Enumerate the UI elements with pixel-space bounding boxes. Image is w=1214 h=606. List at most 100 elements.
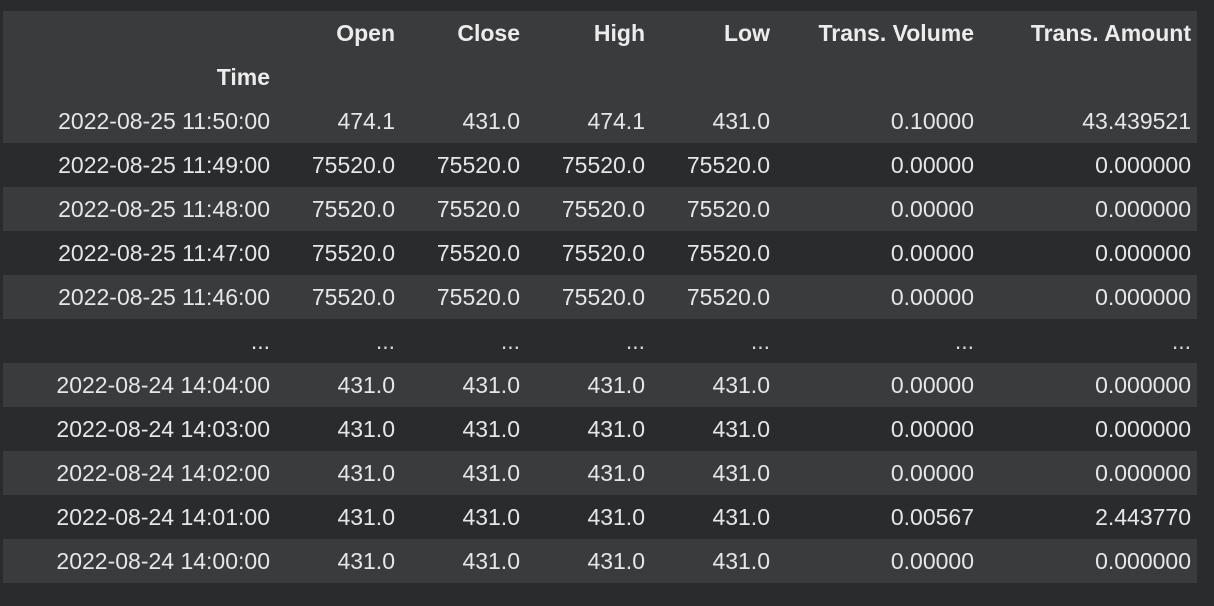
table-cell: 75520.0 (401, 275, 526, 319)
table-cell: 75520.0 (401, 231, 526, 275)
table-body: 2022-08-25 11:50:00 474.1 431.0 474.1 431.0 0… (3, 99, 1197, 583)
table-cell: 474.1 (276, 99, 401, 143)
dataframe-table: Open Close High Low Trans. Volume Trans.… (3, 11, 1197, 583)
table-cell: 431.0 (651, 363, 776, 407)
table-row: 2022-08-25 11:49:00 75520.0 75520.0 75520.0… (3, 143, 1197, 187)
column-header-high: High (526, 11, 651, 55)
table-row: 2022-08-24 14:00:00 431.0 431.0 431.0 431.0 0… (3, 539, 1197, 583)
index-name-header: Time (3, 55, 276, 99)
column-header-low: Low (651, 11, 776, 55)
table-cell: 431.0 (651, 451, 776, 495)
table-cell: 75520.0 (401, 187, 526, 231)
table-cell: 431.0 (401, 539, 526, 583)
table-cell: ... (526, 319, 651, 363)
table-cell: 474.1 (526, 99, 651, 143)
table-cell: ... (401, 319, 526, 363)
index-name-row: Time (3, 55, 1197, 99)
table-cell: 75520.0 (526, 143, 651, 187)
row-index-time: 2022-08-24 14:01:00 (3, 495, 276, 539)
table-cell: 75520.0 (651, 231, 776, 275)
table-row: 2022-08-25 11:50:00 474.1 431.0 474.1 431.0 0… (3, 99, 1197, 143)
row-index-time: 2022-08-25 11:48:00 (3, 187, 276, 231)
table-cell: 0.000000 (980, 363, 1197, 407)
column-header-row: Open Close High Low Trans. Volume Trans.… (3, 11, 1197, 55)
table-cell: 75520.0 (526, 231, 651, 275)
row-index-time: 2022-08-24 14:03:00 (3, 407, 276, 451)
table-cell: 2.443770 (980, 495, 1197, 539)
table-row: 2022-08-25 11:48:00 75520.0 75520.0 75520.0… (3, 187, 1197, 231)
table-cell: 0.00000 (776, 231, 980, 275)
table-cell: 431.0 (401, 495, 526, 539)
table-cell: 75520.0 (526, 187, 651, 231)
table-row: 2022-08-24 14:02:00 431.0 431.0 431.0 431.0 0… (3, 451, 1197, 495)
table-cell: 431.0 (276, 495, 401, 539)
column-header-trans-amount: Trans. Amount (980, 11, 1197, 55)
table-cell: 0.10000 (776, 99, 980, 143)
table-row: 2022-08-24 14:03:00 431.0 431.0 431.0 431.0 0… (3, 407, 1197, 451)
table-cell: ... (276, 319, 401, 363)
row-index-time: 2022-08-25 11:47:00 (3, 231, 276, 275)
table-cell: 43.439521 (980, 99, 1197, 143)
row-index-time: 2022-08-25 11:46:00 (3, 275, 276, 319)
table-cell: 0.00000 (776, 363, 980, 407)
table-cell: 75520.0 (651, 275, 776, 319)
row-index-time: 2022-08-25 11:49:00 (3, 143, 276, 187)
table-cell: ... (980, 319, 1197, 363)
table-cell: 0.00000 (776, 275, 980, 319)
table-row: 2022-08-24 14:04:00 431.0 431.0 431.0 431.0 0… (3, 363, 1197, 407)
table-cell: 75520.0 (276, 143, 401, 187)
table-cell: 431.0 (526, 451, 651, 495)
table-cell: 431.0 (526, 539, 651, 583)
table-cell: 431.0 (401, 363, 526, 407)
row-index-time: 2022-08-25 11:50:00 (3, 99, 276, 143)
table-cell: 75520.0 (276, 231, 401, 275)
table-cell: 431.0 (401, 451, 526, 495)
table-cell: 0.00567 (776, 495, 980, 539)
row-index-time: 2022-08-24 14:04:00 (3, 363, 276, 407)
table-cell: 431.0 (276, 363, 401, 407)
index-header-blank (3, 11, 276, 55)
table-cell: 431.0 (651, 495, 776, 539)
table-cell: 0.000000 (980, 187, 1197, 231)
table-row: 2022-08-25 11:47:00 75520.0 75520.0 75520.0… (3, 231, 1197, 275)
table-cell: 0.00000 (776, 407, 980, 451)
table-cell: 0.000000 (980, 451, 1197, 495)
table-cell: 431.0 (276, 539, 401, 583)
table-cell: ... (651, 319, 776, 363)
table-cell: 431.0 (526, 407, 651, 451)
table-cell: 0.000000 (980, 539, 1197, 583)
table-cell: 431.0 (276, 451, 401, 495)
table-cell: 0.00000 (776, 539, 980, 583)
table-cell: 0.00000 (776, 143, 980, 187)
row-index-time: ... (3, 319, 276, 363)
column-header-trans-volume: Trans. Volume (776, 11, 980, 55)
row-index-time: 2022-08-24 14:00:00 (3, 539, 276, 583)
table-cell: 0.000000 (980, 143, 1197, 187)
table-cell: 75520.0 (526, 275, 651, 319)
table-cell: 0.000000 (980, 275, 1197, 319)
table-cell: 0.000000 (980, 231, 1197, 275)
table-cell: 431.0 (651, 99, 776, 143)
table-cell: 75520.0 (401, 143, 526, 187)
table-cell: 431.0 (651, 407, 776, 451)
table-cell: 0.000000 (980, 407, 1197, 451)
table-cell: 431.0 (526, 495, 651, 539)
table-cell: 431.0 (401, 407, 526, 451)
table-row: 2022-08-24 14:01:00 431.0 431.0 431.0 431.0 0… (3, 495, 1197, 539)
table-row: ..................... (3, 319, 1197, 363)
table-cell: 75520.0 (276, 275, 401, 319)
table-cell: 431.0 (526, 363, 651, 407)
table-cell: ... (776, 319, 980, 363)
column-header-open: Open (276, 11, 401, 55)
table-cell: 0.00000 (776, 187, 980, 231)
table-cell: 75520.0 (276, 187, 401, 231)
row-index-time: 2022-08-24 14:02:00 (3, 451, 276, 495)
table-cell: 431.0 (401, 99, 526, 143)
table-cell: 431.0 (276, 407, 401, 451)
column-header-close: Close (401, 11, 526, 55)
table-header: Open Close High Low Trans. Volume Trans.… (3, 11, 1197, 99)
table-cell: 75520.0 (651, 143, 776, 187)
table-cell: 75520.0 (651, 187, 776, 231)
table-cell: 431.0 (651, 539, 776, 583)
